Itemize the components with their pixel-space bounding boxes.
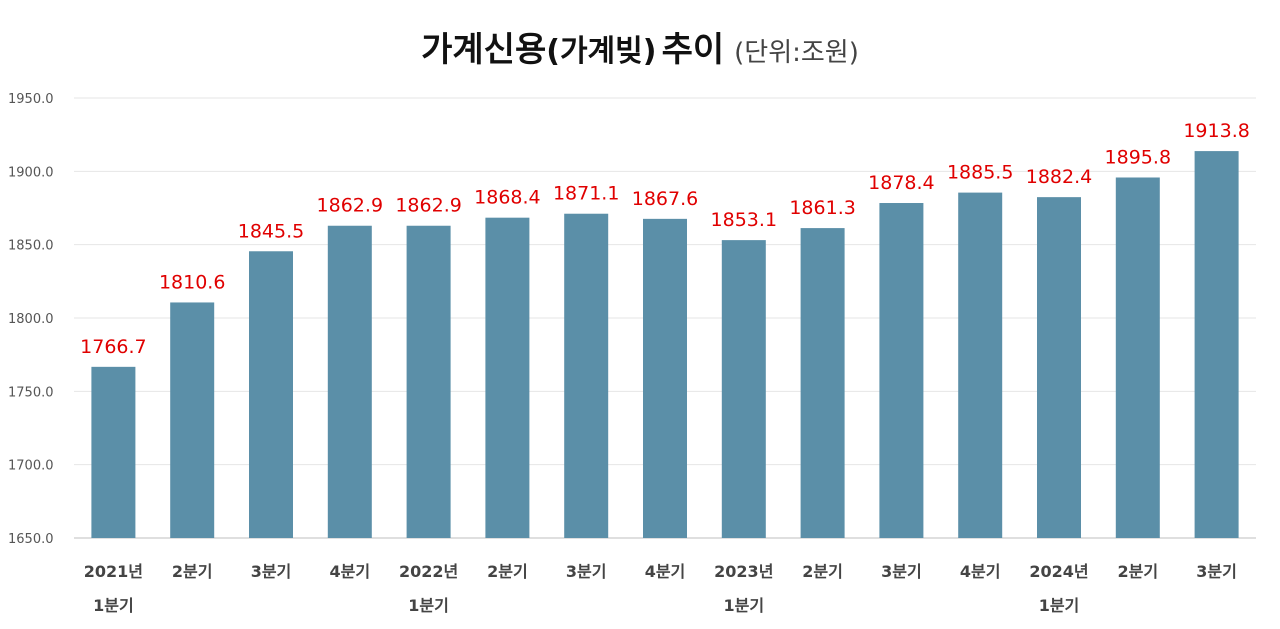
data-label: 1845.5 xyxy=(238,220,304,242)
y-tick-label: 1900.0 xyxy=(8,165,54,180)
data-label: 1913.8 xyxy=(1183,120,1249,142)
data-label: 1895.8 xyxy=(1105,146,1171,168)
data-label: 1867.6 xyxy=(632,188,698,210)
x-tick-label: 2분기 xyxy=(487,562,528,581)
y-tick-label: 1700.0 xyxy=(8,459,54,474)
data-label: 1862.9 xyxy=(395,195,461,217)
x-tick-label: 2분기 xyxy=(1118,562,1159,581)
y-tick-label: 1750.0 xyxy=(8,385,54,400)
data-label: 1878.4 xyxy=(868,172,934,194)
bar xyxy=(170,302,215,538)
title-paren: (가계빚) xyxy=(546,34,657,69)
chart-title: 가계신용(가계빚) 추이 (단위:조원) xyxy=(0,22,1280,71)
x-tick-label: 1분기 xyxy=(408,596,449,615)
data-label: 1853.1 xyxy=(711,209,777,231)
y-tick-label: 1650.0 xyxy=(8,532,54,547)
x-tick-label: 2024년 xyxy=(1029,562,1088,581)
bar xyxy=(485,217,530,538)
data-label: 1868.4 xyxy=(474,187,540,209)
bar xyxy=(249,251,293,538)
data-label: 1861.3 xyxy=(789,197,855,219)
bar xyxy=(643,218,687,538)
x-tick-label: 2022년 xyxy=(399,562,458,581)
bar xyxy=(958,192,1003,538)
y-tick-label: 1850.0 xyxy=(8,239,54,254)
data-label: 1766.7 xyxy=(80,336,146,358)
data-label: 1871.1 xyxy=(553,183,619,205)
title-unit: (단위:조원) xyxy=(734,38,859,68)
data-label: 1882.4 xyxy=(1026,166,1092,188)
x-tick-label: 2023년 xyxy=(714,562,773,581)
x-tick-label: 3분기 xyxy=(566,562,607,581)
bar xyxy=(1115,177,1160,538)
data-label: 1885.5 xyxy=(947,162,1013,184)
y-tick-label: 1950.0 xyxy=(8,92,54,107)
x-tick-label: 3분기 xyxy=(1196,562,1237,581)
bar xyxy=(564,213,609,538)
x-tick-label: 2021년 xyxy=(84,562,143,581)
x-tick-label: 1분기 xyxy=(1039,596,1080,615)
x-tick-label: 2분기 xyxy=(802,562,843,581)
x-tick-label: 1분기 xyxy=(724,596,765,615)
bar xyxy=(721,240,766,538)
x-tick-label: 4분기 xyxy=(645,562,686,581)
bar xyxy=(1194,151,1239,539)
y-tick-label: 1800.0 xyxy=(8,312,54,327)
bar xyxy=(91,366,136,538)
x-tick-label: 3분기 xyxy=(251,562,292,581)
bar xyxy=(879,203,924,538)
bar xyxy=(327,225,372,538)
bar xyxy=(800,228,845,539)
title-suffix: 추이 xyxy=(661,30,725,70)
x-tick-label: 3분기 xyxy=(881,562,922,581)
bar xyxy=(406,225,451,538)
data-label: 1862.9 xyxy=(317,195,383,217)
data-label: 1810.6 xyxy=(159,271,225,293)
title-main: 가계신용 xyxy=(421,30,547,70)
x-tick-label: 1분기 xyxy=(93,596,134,615)
x-tick-label: 4분기 xyxy=(330,562,371,581)
x-tick-label: 2분기 xyxy=(172,562,213,581)
bar xyxy=(1037,197,1081,538)
x-tick-label: 4분기 xyxy=(960,562,1001,581)
